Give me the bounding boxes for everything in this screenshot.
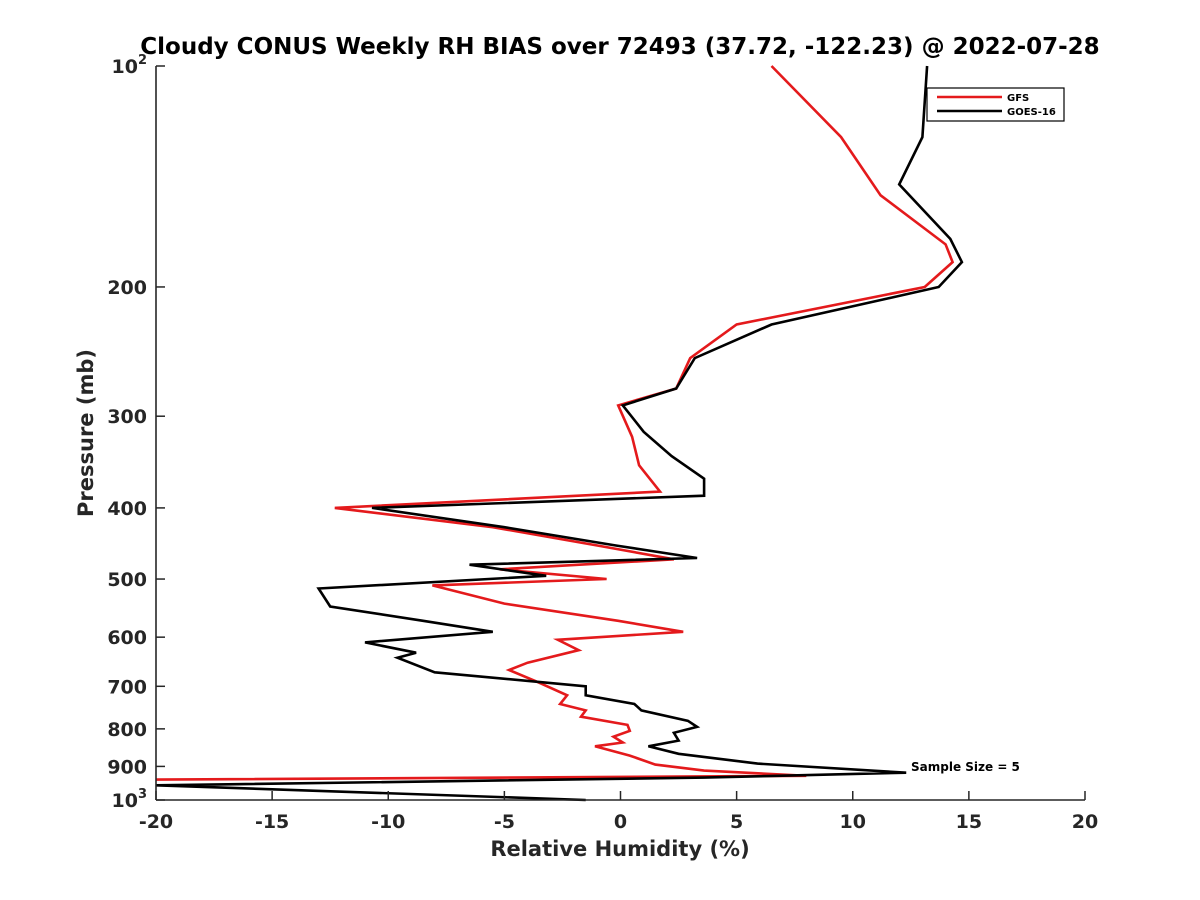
x-tick-label: -5 [494, 811, 515, 833]
x-tick-label: 10 [840, 811, 866, 833]
y-tick-label: 600 [107, 627, 147, 649]
axes-layer [155, 66, 1085, 801]
chart-title: Cloudy CONUS Weekly RH BIAS over 72493 (… [140, 34, 1099, 60]
x-tick-label: 5 [730, 811, 743, 833]
series-line-gfs [155, 65, 955, 781]
x-tick-label: 20 [1072, 811, 1098, 833]
x-tick-label: -10 [371, 811, 405, 833]
y-ticks: 102 200 300 400 500 600 700 800 900 103 [107, 53, 165, 812]
x-tick-label: -20 [139, 811, 173, 833]
legend-label-goes-16: GOES-16 [1007, 107, 1056, 118]
y-tick-label: 200 [107, 277, 147, 299]
legend-label-gfs: GFS [1007, 93, 1029, 104]
y-tick-label: 102 [112, 53, 148, 78]
legend-box [926, 87, 1065, 122]
x-axis-label: Relative Humidity (%) [490, 837, 749, 861]
sample-size-annotation: Sample Size = 5 [911, 760, 1020, 774]
x-tick-label: 15 [956, 811, 982, 833]
y-tick-label: 103 [112, 787, 148, 812]
y-tick-label: 900 [107, 756, 147, 778]
y-axis-label: Pressure (mb) [74, 349, 98, 517]
series-layer [155, 65, 964, 802]
series-line-goes-16 [155, 65, 964, 802]
y-tick-label: 300 [107, 406, 147, 428]
y-tick-label: 700 [107, 676, 147, 698]
y-tick-label: 400 [107, 498, 147, 520]
legend: GFS GOES-16 [926, 87, 1065, 122]
x-tick-label: 0 [614, 811, 627, 833]
x-ticks: -20 -15 -10 -5 0 5 10 15 20 [139, 791, 1098, 833]
y-tick-label: 500 [107, 569, 147, 591]
y-tick-label: 800 [107, 719, 147, 741]
x-tick-label: -15 [255, 811, 289, 833]
